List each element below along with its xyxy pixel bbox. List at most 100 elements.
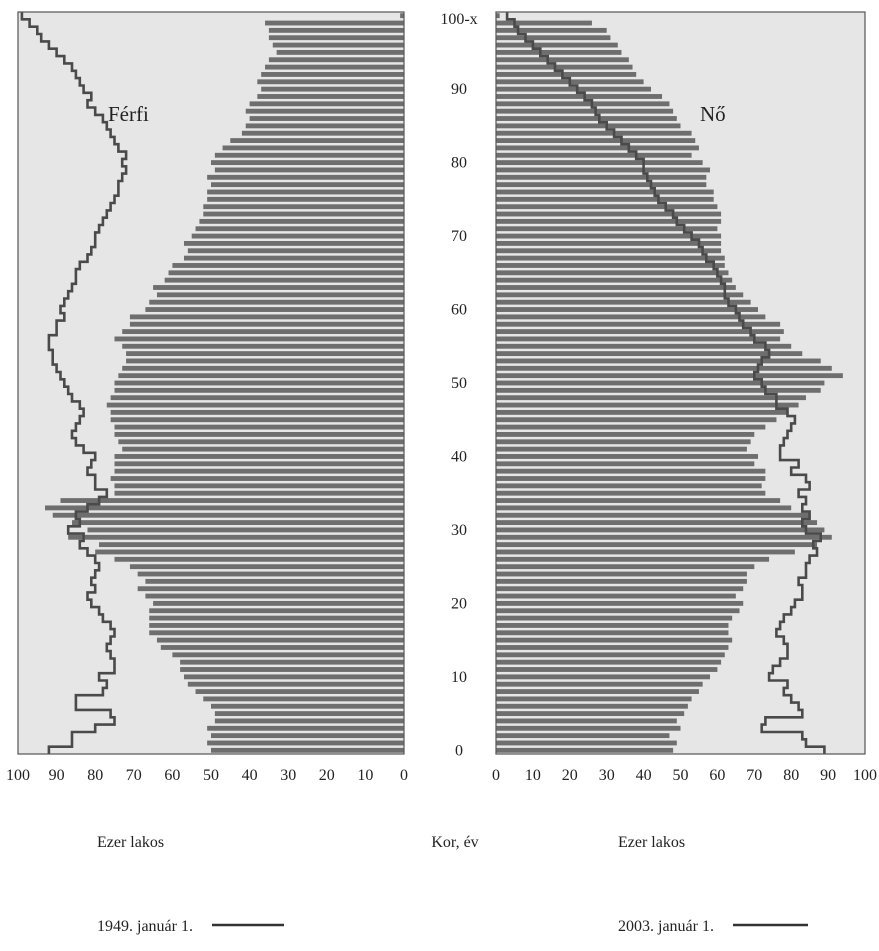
female-x-tick-10: 10 <box>525 767 541 784</box>
male-bar-age-52 <box>122 366 404 371</box>
male-bar-age-34 <box>60 498 404 503</box>
male-x-tick-10: 10 <box>357 767 373 784</box>
female-bar-age-77 <box>496 182 706 187</box>
female-bar-age-87 <box>496 109 673 114</box>
male-bar-age-29 <box>68 535 404 540</box>
female-bar-age-36 <box>496 483 762 488</box>
female-bar-age-43 <box>496 432 754 437</box>
male-bar-age-38 <box>115 469 405 474</box>
female-bar-age-26 <box>496 557 769 562</box>
male-bar-age-3 <box>207 726 404 731</box>
male-bar-age-23 <box>145 579 404 584</box>
male-panel-label: Férfi <box>108 102 149 126</box>
male-bar-age-67 <box>184 256 404 261</box>
legend-1949-label: 1949. január 1. <box>97 918 193 935</box>
male-bar-age-73 <box>203 212 404 217</box>
male-bar-age-47 <box>107 403 404 408</box>
female-bar-age-54 <box>496 351 802 356</box>
male-bar-age-27 <box>95 550 404 555</box>
female-bar-age-81 <box>496 153 692 158</box>
male-bar-age-50 <box>115 381 405 386</box>
female-bar-age-7 <box>496 696 692 701</box>
female-bar-age-1 <box>496 741 677 746</box>
male-x-tick-0: 0 <box>400 767 408 784</box>
female-bar-age-98 <box>496 28 607 33</box>
female-x-tick-20: 20 <box>562 767 578 784</box>
male-bar-age-76 <box>207 190 404 195</box>
female-bar-age-79 <box>496 168 710 173</box>
female-bar-age-32 <box>496 513 810 518</box>
male-bar-age-57 <box>122 329 404 334</box>
female-x-tick-70: 70 <box>746 767 762 784</box>
male-bar-age-22 <box>138 586 404 591</box>
female-bar-age-58 <box>496 322 780 327</box>
female-bar-age-3 <box>496 726 681 731</box>
female-bar-age-20 <box>496 601 743 606</box>
male-bar-age-75 <box>207 197 404 202</box>
female-bar-age-30 <box>496 528 824 533</box>
male-bar-age-88 <box>250 101 404 106</box>
female-bar-age-63 <box>496 285 736 290</box>
male-bar-age-55 <box>122 344 404 349</box>
female-bar-age-34 <box>496 498 780 503</box>
male-bar-age-16 <box>149 630 404 635</box>
female-bar-age-16 <box>496 630 728 635</box>
male-bar-age-58 <box>130 322 404 327</box>
male-bar-age-43 <box>115 432 405 437</box>
female-bar-age-31 <box>496 520 817 525</box>
female-bar-age-64 <box>496 278 732 283</box>
male-bar-age-7 <box>203 696 404 701</box>
age-tick-80: 80 <box>451 155 467 172</box>
male-bar-age-11 <box>180 667 404 672</box>
female-bar-age-38 <box>496 469 765 474</box>
legend-1949: 1949. január 1. <box>97 918 284 935</box>
female-bar-age-65 <box>496 270 728 275</box>
male-bar-age-0 <box>211 748 404 753</box>
female-bar-age-42 <box>496 439 751 444</box>
male-x-tick-90: 90 <box>49 767 65 784</box>
male-bar-age-54 <box>126 351 404 356</box>
male-bar-age-39 <box>115 461 405 466</box>
male-x-tick-20: 20 <box>319 767 335 784</box>
male-bar-age-45 <box>111 417 404 422</box>
male-bar-age-85 <box>246 123 404 128</box>
male-bar-age-82 <box>223 145 404 150</box>
male-x-tick-60: 60 <box>164 767 180 784</box>
female-x-tick-40: 40 <box>636 767 652 784</box>
male-bar-age-41 <box>122 447 404 452</box>
age-tick-30: 30 <box>451 522 467 539</box>
female-bar-age-10 <box>496 674 710 679</box>
male-bar-age-5 <box>215 711 404 716</box>
female-bar-age-97 <box>496 35 610 40</box>
male-bar-age-42 <box>118 439 404 444</box>
female-bar-age-27 <box>496 550 795 555</box>
age-tick-90: 90 <box>451 81 467 98</box>
male-bar-age-86 <box>250 116 404 121</box>
female-x-tick-30: 30 <box>599 767 615 784</box>
age-top-label: 100-x <box>440 11 477 28</box>
male-bar-age-80 <box>211 160 404 165</box>
female-bar-age-33 <box>496 505 791 510</box>
legend-2003-label: 2003. január 1. <box>618 918 714 935</box>
female-bar-age-18 <box>496 616 732 621</box>
male-bar-age-64 <box>165 278 404 283</box>
female-bar-age-15 <box>496 638 732 643</box>
female-bar-age-60 <box>496 307 758 312</box>
female-bar-age-51 <box>496 373 843 378</box>
male-bar-age-71 <box>196 226 404 231</box>
male-bar-age-9 <box>188 682 404 687</box>
female-bar-age-29 <box>496 535 832 540</box>
male-bar-age-26 <box>115 557 405 562</box>
legend-2003: 2003. január 1. <box>618 918 808 935</box>
male-bar-age-49 <box>115 388 405 393</box>
male-bar-age-60 <box>145 307 404 312</box>
female-bar-age-21 <box>496 594 736 599</box>
male-bar-age-74 <box>203 204 404 209</box>
male-bar-age-77 <box>211 182 404 187</box>
female-bar-age-9 <box>496 682 703 687</box>
female-bar-age-89 <box>496 94 662 99</box>
male-x-tick-40: 40 <box>242 767 258 784</box>
female-bar-age-5 <box>496 711 684 716</box>
male-bar-age-79 <box>215 168 404 173</box>
female-bar-age-75 <box>496 197 714 202</box>
